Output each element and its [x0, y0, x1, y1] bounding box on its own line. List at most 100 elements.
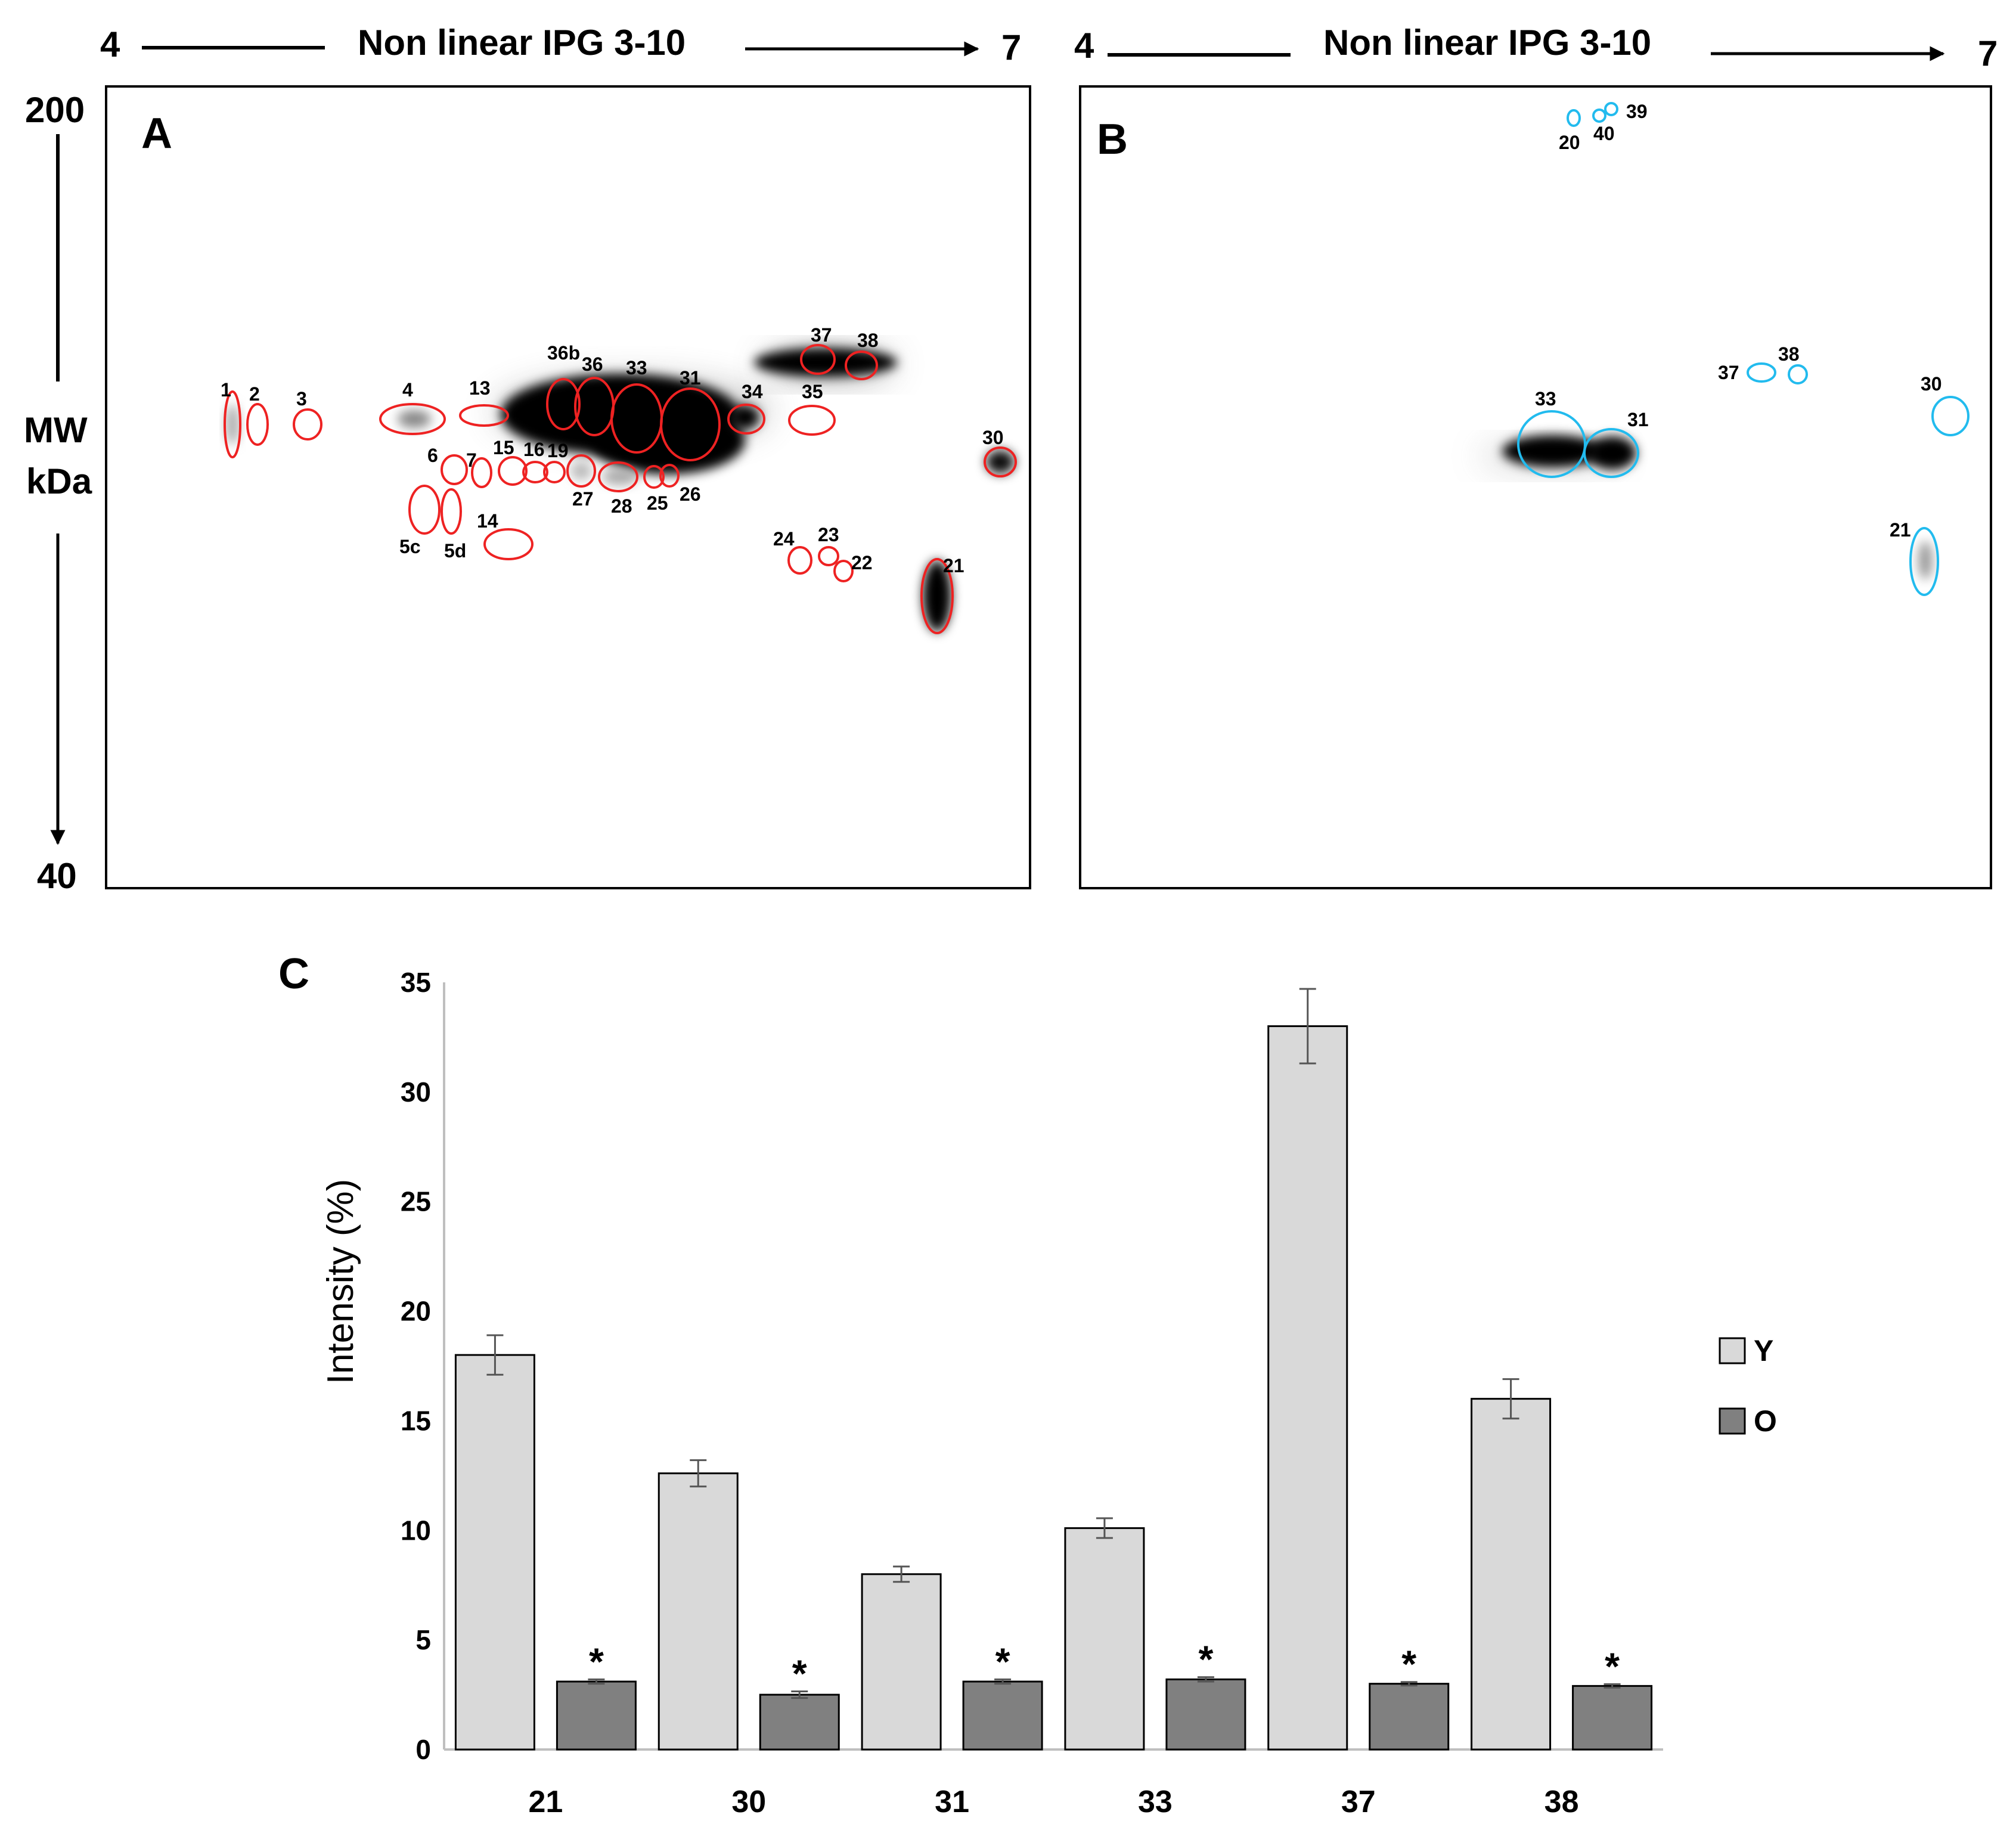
spot-circle-30 — [1931, 396, 1970, 436]
panel-b-ph-end: 7 — [1978, 33, 1998, 73]
bar-O-31 — [962, 1680, 1043, 1751]
gel-a-blob-4 — [398, 410, 431, 428]
y-axis-title: Intensity (%) — [320, 1179, 361, 1385]
gel-a-blob-main-lower — [590, 405, 745, 474]
spot-circle-34 — [727, 404, 765, 435]
spot-label-36: 36 — [582, 353, 603, 375]
y-tick-label-10: 10 — [401, 1515, 431, 1546]
spot-label-28: 28 — [611, 495, 632, 517]
error-bar-O-38 — [1604, 1683, 1621, 1689]
gel-a-blob-28 — [602, 469, 638, 485]
spot-label-5c: 5c — [399, 536, 421, 557]
panel-a-gradient-label: Non linear IPG 3-10 — [358, 23, 686, 63]
spot-circle-20 — [1567, 109, 1581, 127]
significance-star-31: * — [995, 1640, 1010, 1683]
legend-swatch-Y — [1719, 1337, 1746, 1364]
error-bar-Y-30 — [690, 1459, 707, 1488]
gel-b-spot-circles — [1517, 102, 1970, 596]
gel-b-blob-31 — [1589, 436, 1636, 470]
spot-circle-21 — [1909, 527, 1939, 596]
gel-a-blob-27 — [570, 461, 592, 480]
spot-label-34: 34 — [742, 381, 763, 402]
spot-circle-40 — [1592, 108, 1606, 123]
spot-circle-1 — [224, 390, 241, 458]
bar-Y-30 — [657, 1472, 739, 1751]
x-tick-labels: 21 30 31 33 37 38 — [528, 1785, 1578, 1819]
bar-O-33 — [1165, 1678, 1246, 1751]
spot-label-6: 6 — [427, 445, 438, 466]
error-bar-O-33 — [1197, 1676, 1214, 1683]
gel-a-blob-1 — [226, 404, 239, 445]
gel-a-blob-30 — [986, 450, 1015, 474]
x-tick-label-33: 33 — [1138, 1785, 1173, 1819]
bar-O-38 — [1572, 1685, 1653, 1751]
spot-label-15: 15 — [493, 437, 514, 458]
spot-label-5d: 5d — [444, 540, 466, 562]
chart-error-bars — [486, 988, 1621, 1699]
bar-O-30 — [759, 1693, 840, 1751]
panel-a: 4 Non linear IPG 3-10 7 200 MW kDa 40 A — [24, 23, 1031, 896]
spot-circle-38 — [1788, 364, 1808, 384]
spot-circle-4 — [379, 403, 446, 435]
significance-markers: * * * * * * — [589, 1638, 1620, 1695]
spot-circle-30 — [984, 446, 1017, 477]
gel-a-stains — [226, 348, 1015, 632]
spot-circle-27 — [566, 454, 596, 488]
panel-a-ph-end: 7 — [1001, 27, 1021, 67]
gel-a-spot-circles — [224, 344, 1017, 634]
panel-c-label: C — [278, 950, 309, 998]
gel-a-blob-34 — [731, 405, 759, 429]
y-tick-label-15: 15 — [401, 1405, 431, 1436]
error-bar-Y-31 — [893, 1565, 910, 1583]
panel-a-mw-axis-label-1: MW — [24, 410, 88, 450]
legend-swatch-O — [1719, 1407, 1746, 1435]
spot-label-26: 26 — [680, 483, 701, 505]
bar-Y-31 — [861, 1573, 942, 1751]
spot-label-21: 21 — [943, 555, 964, 576]
y-tick-label-30: 30 — [401, 1077, 431, 1108]
significance-star-38: * — [1605, 1645, 1620, 1688]
panel-c-chart: C 0 5 10 15 20 25 30 35 * * * * * * 21 30 31 33 37 38 Int… — [278, 950, 1777, 1819]
spot-label-7: 7 — [466, 449, 477, 471]
error-bar-Y-33 — [1096, 1517, 1113, 1539]
error-bar-Y-38 — [1502, 1378, 1519, 1420]
legend-item-Y: Y — [1719, 1334, 1773, 1367]
spot-circle-5c — [408, 485, 441, 535]
spot-circle-36b — [546, 378, 581, 430]
gel-a-blob-37-38 — [754, 348, 897, 377]
bar-Y-38 — [1471, 1398, 1552, 1751]
spot-circle-7 — [471, 457, 492, 488]
spot-circle-19 — [543, 461, 566, 483]
spot-circle-3 — [293, 408, 322, 441]
spot-label-14: 14 — [477, 510, 498, 532]
spot-circle-28 — [598, 461, 638, 492]
spot-circle-31 — [660, 387, 721, 461]
spot-label-1: 1 — [221, 379, 231, 401]
spot-label-21: 21 — [1890, 519, 1911, 541]
spot-circle-39 — [1604, 102, 1618, 116]
spot-circle-37 — [1747, 362, 1776, 383]
spot-circle-31 — [1583, 428, 1639, 478]
spot-label-20: 20 — [1559, 132, 1580, 153]
spot-label-13: 13 — [469, 377, 491, 399]
spot-label-19: 19 — [547, 440, 569, 461]
spot-label-3: 3 — [296, 388, 307, 410]
y-tick-labels: 0 5 10 15 20 25 30 35 — [401, 967, 431, 1765]
spot-circle-14 — [483, 528, 534, 560]
spot-label-2: 2 — [249, 383, 260, 405]
spot-circle-22 — [833, 560, 854, 582]
chart-axes — [443, 982, 1663, 1751]
panel-b: 4 Non linear IPG 3-10 7 B 20 40 39 33 31 37 38… — [1074, 23, 1998, 889]
spot-label-31: 31 — [680, 367, 701, 389]
y-tick-label-5: 5 — [415, 1624, 431, 1655]
error-bar-O-30 — [791, 1690, 808, 1699]
spot-label-37: 37 — [811, 324, 832, 346]
spot-label-16: 16 — [523, 439, 545, 460]
x-tick-label-30: 30 — [731, 1785, 766, 1819]
gel-b-blob-21 — [1918, 541, 1933, 579]
spot-circle-15 — [498, 456, 528, 486]
error-bar-Y-37 — [1299, 988, 1316, 1065]
bar-O-21 — [556, 1680, 637, 1751]
